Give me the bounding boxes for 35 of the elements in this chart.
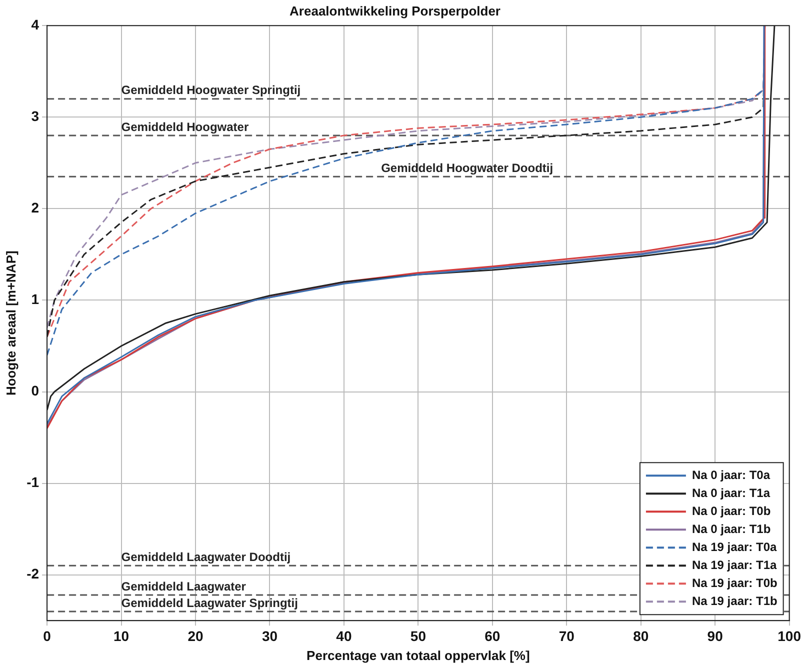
x-tick-label: 30 <box>262 628 278 644</box>
ref-line-label: Gemiddeld Hoogwater Springtij <box>121 83 301 98</box>
x-tick-label: 0 <box>43 628 52 644</box>
x-tick-label: 100 <box>778 628 802 644</box>
ref-line-label: Gemiddeld Hoogwater Doodtij <box>381 160 554 175</box>
x-tick-label: 80 <box>633 628 649 644</box>
y-tick-label: 2 <box>31 200 40 216</box>
ref-line-label: Gemiddeld Laagwater <box>121 579 246 594</box>
ref-line-label: Gemiddeld Laagwater Springtij <box>121 596 298 610</box>
x-tick-label: 90 <box>707 628 724 644</box>
legend-label: Na 19 jaar: T0b <box>692 576 778 590</box>
y-tick-label: 1 <box>31 291 40 308</box>
x-tick-label: 60 <box>484 628 500 644</box>
legend-label: Na 0 jaar: T1a <box>692 486 770 500</box>
x-axis-title: Percentage van totaal oppervlak [%] <box>306 648 530 663</box>
legend-label: Na 0 jaar: T0a <box>692 468 770 482</box>
x-tick-label: 70 <box>558 628 575 644</box>
ref-line-label: Gemiddeld Hoogwater <box>121 120 249 134</box>
legend-label: Na 19 jaar: T1b <box>692 594 778 608</box>
legend-label: Na 19 jaar: T0a <box>692 540 777 554</box>
legend-label: Na 0 jaar: T1b <box>692 522 771 536</box>
y-tick-label: 4 <box>31 16 40 32</box>
y-axis-title: Hoogte areaal [m+NAP] <box>3 250 18 396</box>
legend-label: Na 19 jaar: T1a <box>692 558 777 572</box>
x-tick-label: 50 <box>410 628 426 644</box>
x-tick-label: 10 <box>113 628 130 644</box>
x-tick-label: 20 <box>188 628 204 644</box>
y-tick-label: 3 <box>31 108 40 124</box>
y-tick-label: -1 <box>26 474 40 490</box>
ref-line-label: Gemiddeld Laagwater Doodtij <box>121 550 291 564</box>
y-tick-label: -2 <box>26 566 40 582</box>
legend-label: Na 0 jaar: T0b <box>692 504 771 518</box>
y-tick-label: 0 <box>31 382 40 399</box>
chart-title: Areaalontwikkeling Porsperpolder <box>290 3 500 18</box>
x-tick-label: 40 <box>336 628 352 644</box>
